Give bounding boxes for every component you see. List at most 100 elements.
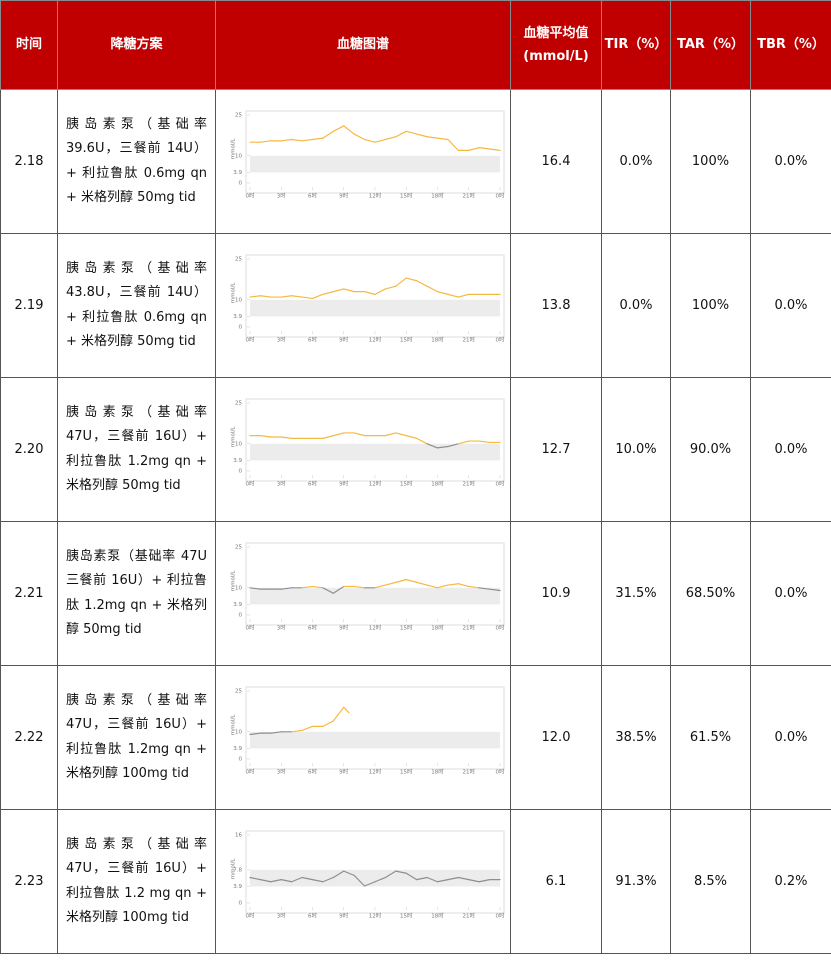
- glucose-line: [416, 437, 428, 444]
- x-tick-label: 9时: [339, 767, 348, 775]
- glucose-line: [405, 276, 418, 281]
- chart-cell: 25 10 3.9 0 mmol/L 0时 3时 6时 9时 12时 15时 18时 21时 0时: [215, 89, 511, 234]
- mean-cell: 13.8: [510, 233, 602, 378]
- y-tick-label: 10: [235, 153, 242, 159]
- y-axis-label: mmol/L: [231, 425, 237, 446]
- y-tick-label: 25: [235, 544, 242, 550]
- y-tick-label: 0: [239, 324, 243, 330]
- glucose-line: [311, 878, 324, 882]
- mean-cell: 12.7: [510, 377, 602, 522]
- glucose-line: [416, 876, 428, 880]
- plot-frame: [245, 830, 505, 913]
- x-tick-label: 12时: [369, 335, 382, 343]
- mean-cell: 12.0: [510, 665, 602, 810]
- y-axis-label: mmol/L: [231, 713, 237, 734]
- x-tick-label: 18时: [431, 623, 444, 631]
- plot-frame: [245, 254, 505, 337]
- x-tick-label: 6时: [308, 191, 317, 199]
- regimen-cell: 胰岛素泵（基础率 47U，三餐前 16U）+ 利拉鲁肽 1.2mg qn + 米…: [57, 665, 216, 810]
- glucose-line: [291, 294, 303, 298]
- glucose-line: [353, 431, 366, 436]
- y-tick-label: 25: [235, 256, 242, 262]
- tbr-cell: 0.0%: [750, 377, 831, 522]
- x-tick-label: 3时: [277, 767, 286, 775]
- glucose-line: [291, 876, 303, 882]
- x-tick-label: 18时: [431, 767, 444, 775]
- glucose-line: [249, 294, 262, 298]
- glucose-line: [436, 290, 449, 295]
- glucose-line: [405, 578, 418, 583]
- mean-cell: 16.4: [510, 89, 602, 234]
- glucose-line: [280, 878, 293, 882]
- target-band: [250, 587, 500, 604]
- glucose-line: [353, 585, 366, 588]
- glucose-line: [447, 293, 459, 298]
- glucose-line: [395, 578, 407, 583]
- glucose-line: [478, 878, 491, 882]
- glucose-line: [270, 730, 282, 734]
- glucose-line: [457, 876, 470, 880]
- glucose-line: [488, 588, 501, 591]
- glucose-line: [478, 439, 491, 443]
- x-tick-label: 0时: [246, 335, 255, 343]
- y-tick-label: 0: [239, 756, 243, 762]
- glucose-line: [301, 138, 314, 141]
- glucose-line: [384, 870, 397, 878]
- glucose-line: [363, 880, 376, 887]
- glucose-line: [322, 876, 334, 882]
- y-tick-label: 25: [235, 400, 242, 406]
- regimen-cell: 胰岛素泵（基础率 43.8U，三餐前 14U）+ 利拉鲁肽 0.6mg qn +…: [57, 233, 216, 378]
- regimen-cell: 胰岛素泵（基础率 47U，三餐前 16U）+ 利拉鲁肽 1.2 mg qn + …: [57, 809, 216, 954]
- header-cell: 血糖图谱: [215, 0, 511, 90]
- row: 2.21 胰岛素泵（基础率 47U 三餐前 16U）+ 利拉鲁肽 1.2mg qn…: [0, 521, 831, 666]
- y-axis-label: mmol/L: [231, 137, 237, 158]
- x-tick-label: 0时: [496, 623, 505, 631]
- glucose-line: [468, 146, 480, 151]
- glucose-line: [301, 295, 314, 299]
- glucose-line: [447, 876, 459, 880]
- glucose-line: [457, 439, 470, 444]
- x-tick-label: 12时: [369, 479, 382, 487]
- tar-cell: 68.50%: [670, 521, 751, 666]
- cgm-chart: 25 10 3.9 0 mmol/L 0时 3时 6时 9时 12时 15时 18时 21时 0时: [231, 110, 505, 199]
- tbr-cell: 0.0%: [750, 521, 831, 666]
- glucose-line: [395, 431, 407, 436]
- x-tick-label: 12时: [369, 623, 382, 631]
- x-tick-label: 15时: [400, 479, 413, 487]
- glucose-line: [332, 706, 345, 722]
- glucose-line: [332, 124, 345, 132]
- tir-cell: 91.3%: [601, 809, 671, 954]
- chart-cell: 25 10 3.9 0 mmol/L 0时 3时 6时 9时 12时 15时 18时 21时 0时: [215, 233, 511, 378]
- glucose-line: [395, 130, 407, 137]
- x-tick-label: 6时: [308, 479, 317, 487]
- glucose-line: [468, 878, 480, 882]
- x-tick-label: 18时: [431, 911, 444, 919]
- y-tick-label: 3.9: [233, 745, 242, 751]
- row: 2.20 胰岛素泵（基础率 47U，三餐前 16U）+ 利拉鲁肽 1.2mg qn…: [0, 377, 831, 522]
- glucose-line: [447, 138, 459, 151]
- x-tick-label: 15时: [400, 911, 413, 919]
- glucose-line: [259, 434, 272, 438]
- cgm-chart: 25 10 3.9 0 mmol/L 0时 3时 6时 9时 12时 15时 18时 21时 0时: [231, 254, 505, 343]
- x-tick-label: 12时: [369, 911, 382, 919]
- row: 2.19 胰岛素泵（基础率 43.8U，三餐前 14U）+ 利拉鲁肽 0.6mg …: [0, 233, 831, 378]
- glucose-line: [322, 719, 334, 727]
- glucose-line: [374, 583, 387, 588]
- glucose-line: [280, 138, 293, 141]
- glucose-line: [343, 706, 350, 713]
- glucose-line: [322, 130, 334, 139]
- y-tick-label: 25: [235, 688, 242, 694]
- glucose-line: [280, 586, 293, 590]
- x-tick-label: 9时: [339, 479, 348, 487]
- x-tick-label: 15时: [400, 623, 413, 631]
- x-tick-label: 0时: [496, 911, 505, 919]
- glucose-line: [374, 876, 387, 882]
- y-tick-label: 3.9: [233, 601, 242, 607]
- y-tick-label: 10: [235, 441, 242, 447]
- y-tick-label: 10: [235, 585, 242, 591]
- glucose-line: [384, 431, 397, 436]
- x-tick-label: 6时: [308, 623, 317, 631]
- regimen-cell: 胰岛素泵（基础率 47U 三餐前 16U）+ 利拉鲁肽 1.2mg qn + 米…: [57, 521, 216, 666]
- glucose-line: [332, 585, 345, 594]
